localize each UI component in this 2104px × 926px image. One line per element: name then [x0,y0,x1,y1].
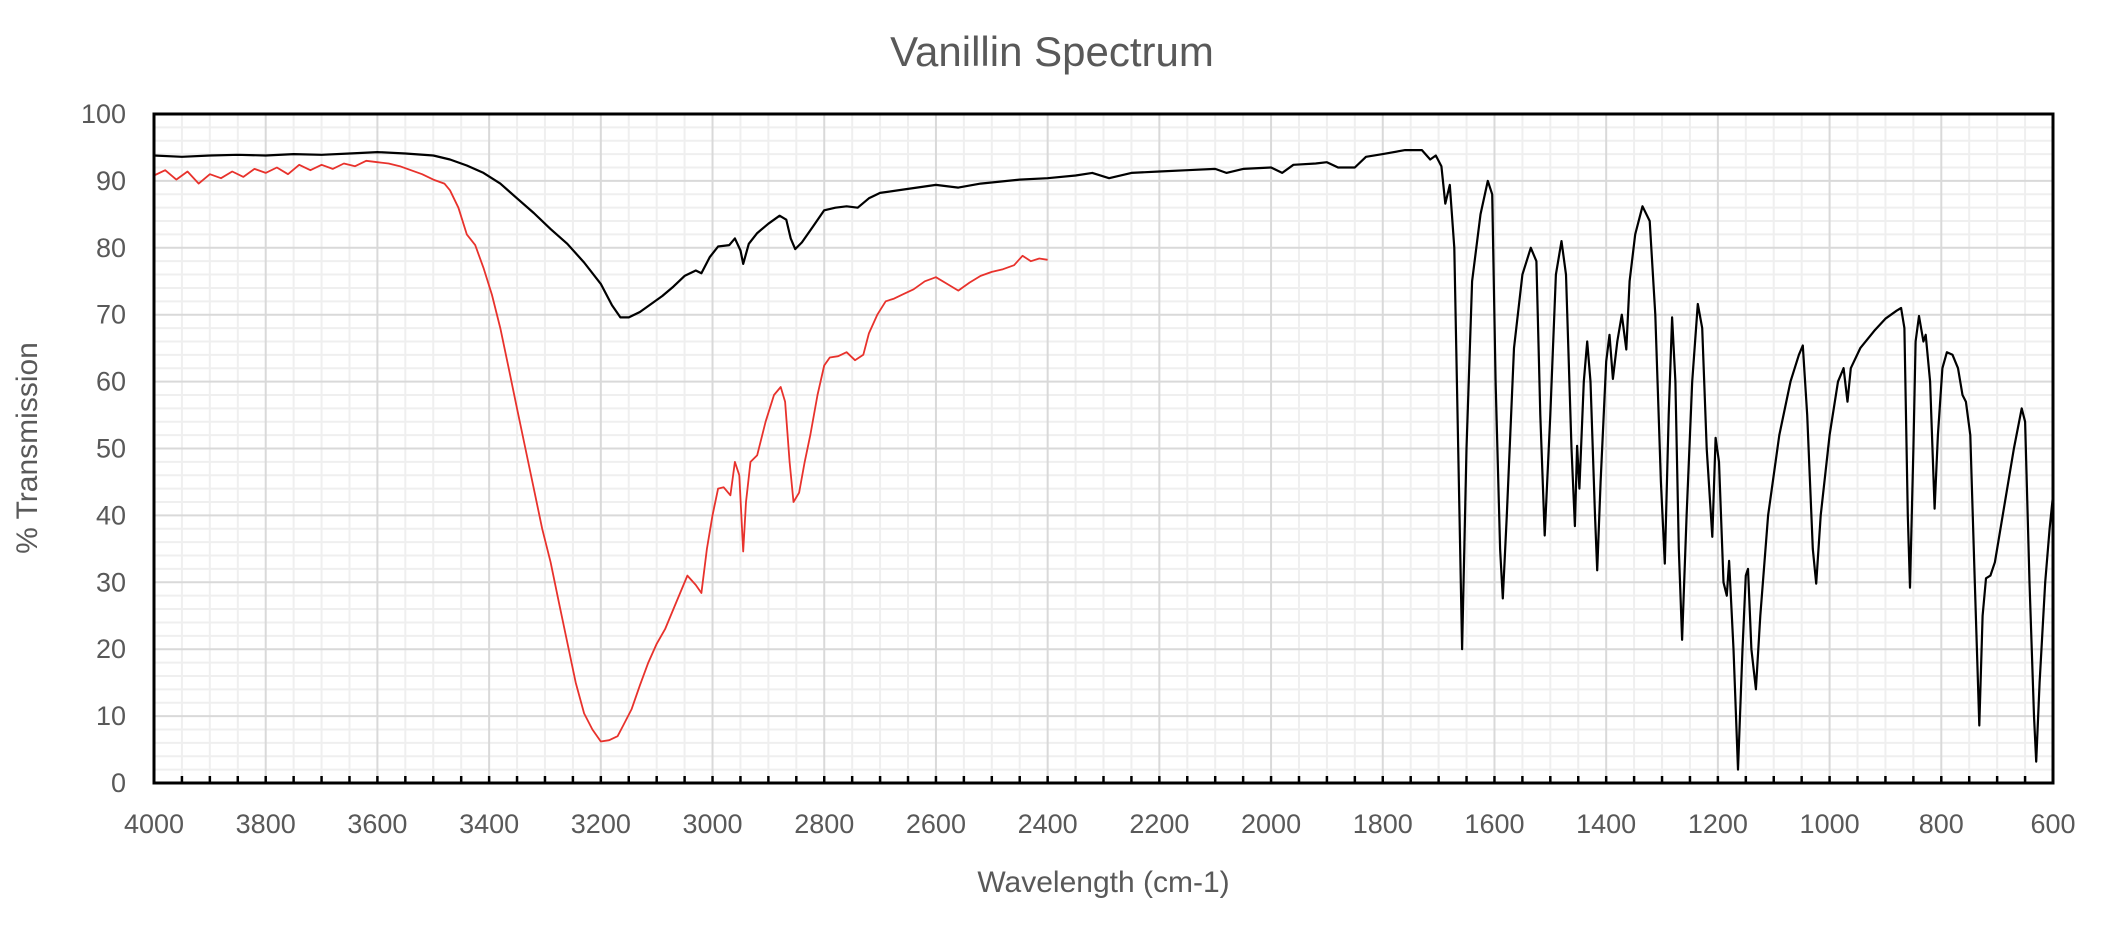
x-tick-label: 1000 [1800,809,1860,839]
x-tick-label: 3200 [571,809,631,839]
x-tick-label: 4000 [124,809,184,839]
y-tick-label: 20 [96,634,126,664]
x-tick-label: 2400 [1018,809,1078,839]
y-tick-label: 60 [96,367,126,397]
x-tick-label: 3800 [236,809,296,839]
x-tick-label: 2200 [1129,809,1189,839]
y-tick-label: 80 [96,233,126,263]
y-tick-label: 90 [96,166,126,196]
x-axis-label: Wavelength (cm-1) [977,866,1230,899]
x-tick-label: 1600 [1464,809,1524,839]
x-tick-label: 2800 [794,809,854,839]
series-line-black [153,149,2055,771]
x-tick-label: 800 [1919,809,1964,839]
data-series [153,149,2055,771]
y-tick-label: 30 [96,567,126,597]
x-tick-label: 3600 [347,809,407,839]
x-tick-label: 1800 [1353,809,1413,839]
y-tick-label: 50 [96,434,126,464]
x-tick-label: 600 [2030,809,2075,839]
x-tick-label: 2000 [1241,809,1301,839]
tick-labels: 4000 3800 3600 3400 3200 3000 2800 2600 2400 2200… [81,99,2076,839]
series-line-red [153,159,1048,743]
x-tick-label: 1200 [1688,809,1748,839]
y-tick-label: 70 [96,300,126,330]
axes [152,112,2055,785]
x-tick-label: 2600 [906,809,966,839]
x-tick-label: 1400 [1576,809,1636,839]
y-tick-label: 100 [81,99,126,129]
x-tick-label: 3400 [459,809,519,839]
y-tick-label: 40 [96,500,126,530]
y-tick-label: 10 [96,701,126,731]
x-tick-label: 3000 [682,809,742,839]
y-tick-label: 0 [111,768,126,798]
chart-title: Vanillin Spectrum [890,28,1214,75]
